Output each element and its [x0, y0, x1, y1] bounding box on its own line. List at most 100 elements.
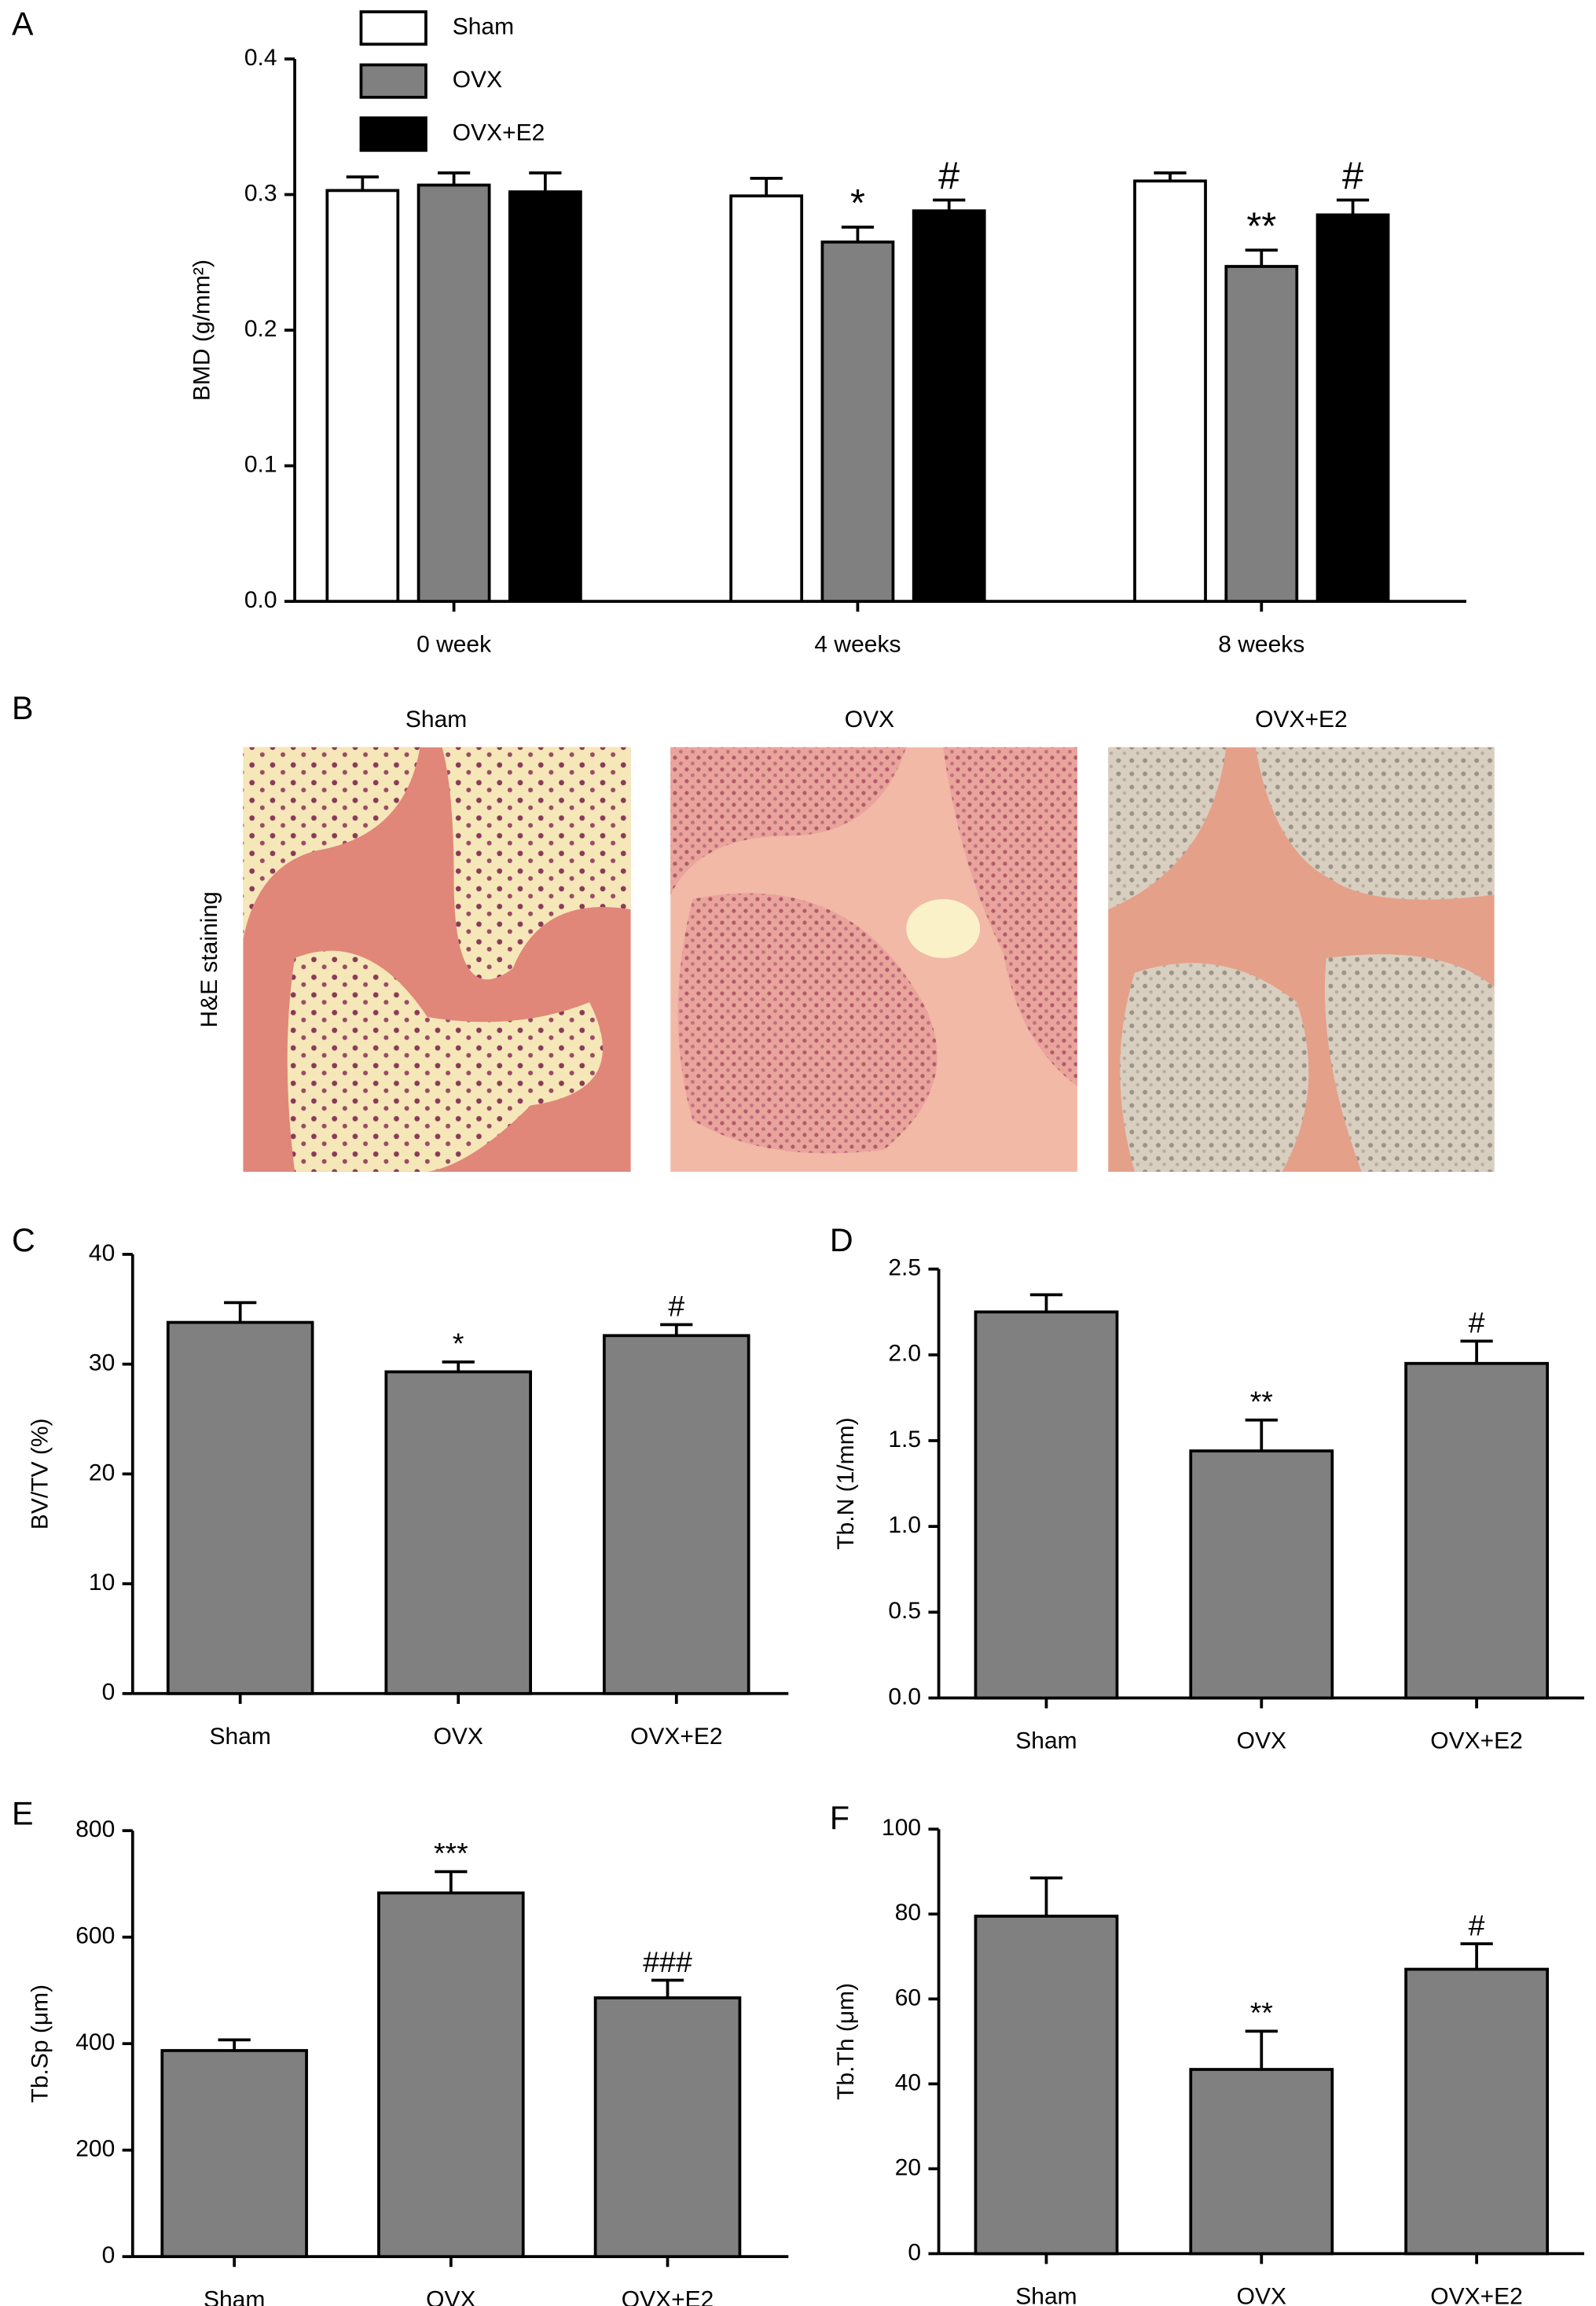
significance-label: #: [668, 1290, 684, 1323]
x-tick-label: Sham: [209, 1724, 270, 1750]
y-tick-label: 2.5: [888, 1255, 921, 1281]
x-tick-label: Sham: [204, 2286, 265, 2306]
bar: [974, 1310, 1119, 1700]
panel-label: A: [12, 6, 34, 42]
bar: [416, 183, 491, 604]
image-column-label: Sham: [405, 707, 467, 733]
image-row-label: H&E staining: [196, 891, 222, 1027]
error-bar: [660, 1323, 693, 1336]
error-bar: [933, 198, 966, 211]
significance-label: *: [850, 182, 865, 225]
panel-label: E: [12, 1795, 34, 1831]
y-tick-label: 200: [75, 2136, 115, 2162]
x-tick-label: Sham: [1015, 2284, 1077, 2306]
y-tick-label: 600: [75, 1923, 115, 1949]
y-tick-label: 2.0: [888, 1341, 921, 1367]
y-tick-label: 0: [102, 2242, 116, 2268]
error-bar: [1336, 198, 1370, 215]
y-tick-label: 0.0: [244, 587, 277, 613]
y-tick-label: 400: [75, 2029, 115, 2055]
legend-label: Sham: [453, 14, 514, 40]
significance-label: #: [1342, 156, 1363, 198]
y-tick-label: 60: [895, 1985, 921, 2010]
error-bar: [1029, 1293, 1063, 1313]
bar: [166, 1320, 314, 1695]
bar: [1404, 1967, 1549, 2256]
legend-label: OVX: [453, 67, 502, 93]
y-tick-label: 0: [908, 2239, 921, 2265]
bar: [1224, 265, 1299, 604]
error-bar: [1245, 1418, 1278, 1452]
y-tick-label: 0.4: [244, 45, 277, 71]
y-tick-label: 0.1: [244, 452, 277, 478]
bar: [508, 190, 582, 604]
y-tick-label: 40: [89, 1240, 115, 1266]
error-bar: [218, 2038, 251, 2051]
error-bar: [435, 1870, 468, 1893]
bar: [593, 1996, 742, 2259]
y-tick-label: 80: [895, 1900, 921, 1926]
significance-label: ###: [643, 1945, 692, 1978]
y-axis-title: Tb.Sp (μm): [27, 1985, 53, 2103]
y-tick-label: 0.5: [888, 1598, 921, 1624]
image-column-label: OVX+E2: [1255, 707, 1348, 733]
y-tick-label: 20: [89, 1460, 115, 1485]
error-bar: [1029, 1876, 1063, 1917]
bar: [160, 2049, 308, 2259]
y-tick-label: 40: [895, 2069, 921, 2095]
bar: [1133, 179, 1207, 604]
y-tick-label: 0.3: [244, 180, 277, 206]
panel-label: F: [830, 1800, 849, 1836]
legend-swatch: [359, 10, 427, 46]
y-axis-title: BMD (g/mm²): [189, 259, 215, 401]
error-bar: [1245, 248, 1278, 266]
x-tick-label: 8 weeks: [1218, 631, 1304, 657]
bar: [974, 1915, 1119, 2256]
y-axis-title: Tb.N (1/mm): [833, 1417, 859, 1549]
error-bar: [1154, 171, 1187, 182]
x-tick-label: OVX: [1237, 2284, 1286, 2306]
bar: [729, 194, 804, 604]
legend-label: OVX+E2: [453, 120, 545, 146]
bar: [820, 241, 895, 604]
significance-label: **: [1250, 1996, 1273, 2029]
error-bar: [1460, 1339, 1493, 1364]
error-bar: [1245, 2029, 1278, 2070]
y-tick-label: 0: [102, 1680, 116, 1706]
histology-image: [1108, 747, 1495, 1172]
y-tick-label: 30: [89, 1350, 115, 1376]
significance-label: #: [1469, 1306, 1485, 1339]
bar: [1404, 1361, 1549, 1700]
y-tick-label: 20: [895, 2154, 921, 2180]
error-bar: [750, 176, 783, 196]
x-tick-label: OVX+E2: [1430, 1728, 1523, 1754]
x-tick-label: OVX: [426, 2286, 475, 2306]
error-bar: [529, 171, 562, 193]
x-tick-label: OVX+E2: [622, 2286, 714, 2306]
bar: [1315, 213, 1390, 604]
legend-swatch: [359, 63, 427, 99]
error-bar: [442, 1360, 475, 1372]
y-tick-label: 100: [882, 1815, 921, 1841]
bar: [1189, 2068, 1334, 2256]
histology-image: [243, 747, 631, 1172]
panel-label: C: [12, 1222, 35, 1258]
y-axis-title: Tb.Th (μm): [833, 1983, 859, 2100]
bar: [325, 189, 400, 604]
error-bar: [841, 226, 875, 242]
x-tick-label: 4 weeks: [814, 631, 901, 657]
legend-swatch: [359, 116, 427, 152]
y-tick-label: 800: [75, 1816, 115, 1842]
x-tick-label: OVX+E2: [1430, 2284, 1523, 2306]
x-tick-label: OVX: [434, 1724, 483, 1750]
x-tick-label: Sham: [1015, 1728, 1077, 1754]
y-axis-title: BV/TV (%): [27, 1419, 53, 1530]
significance-label: #: [938, 156, 959, 198]
significance-label: ***: [434, 1837, 468, 1870]
x-tick-label: 0 week: [416, 631, 492, 657]
error-bar: [224, 1301, 257, 1323]
significance-label: **: [1246, 205, 1276, 248]
panel-label: B: [12, 690, 34, 726]
